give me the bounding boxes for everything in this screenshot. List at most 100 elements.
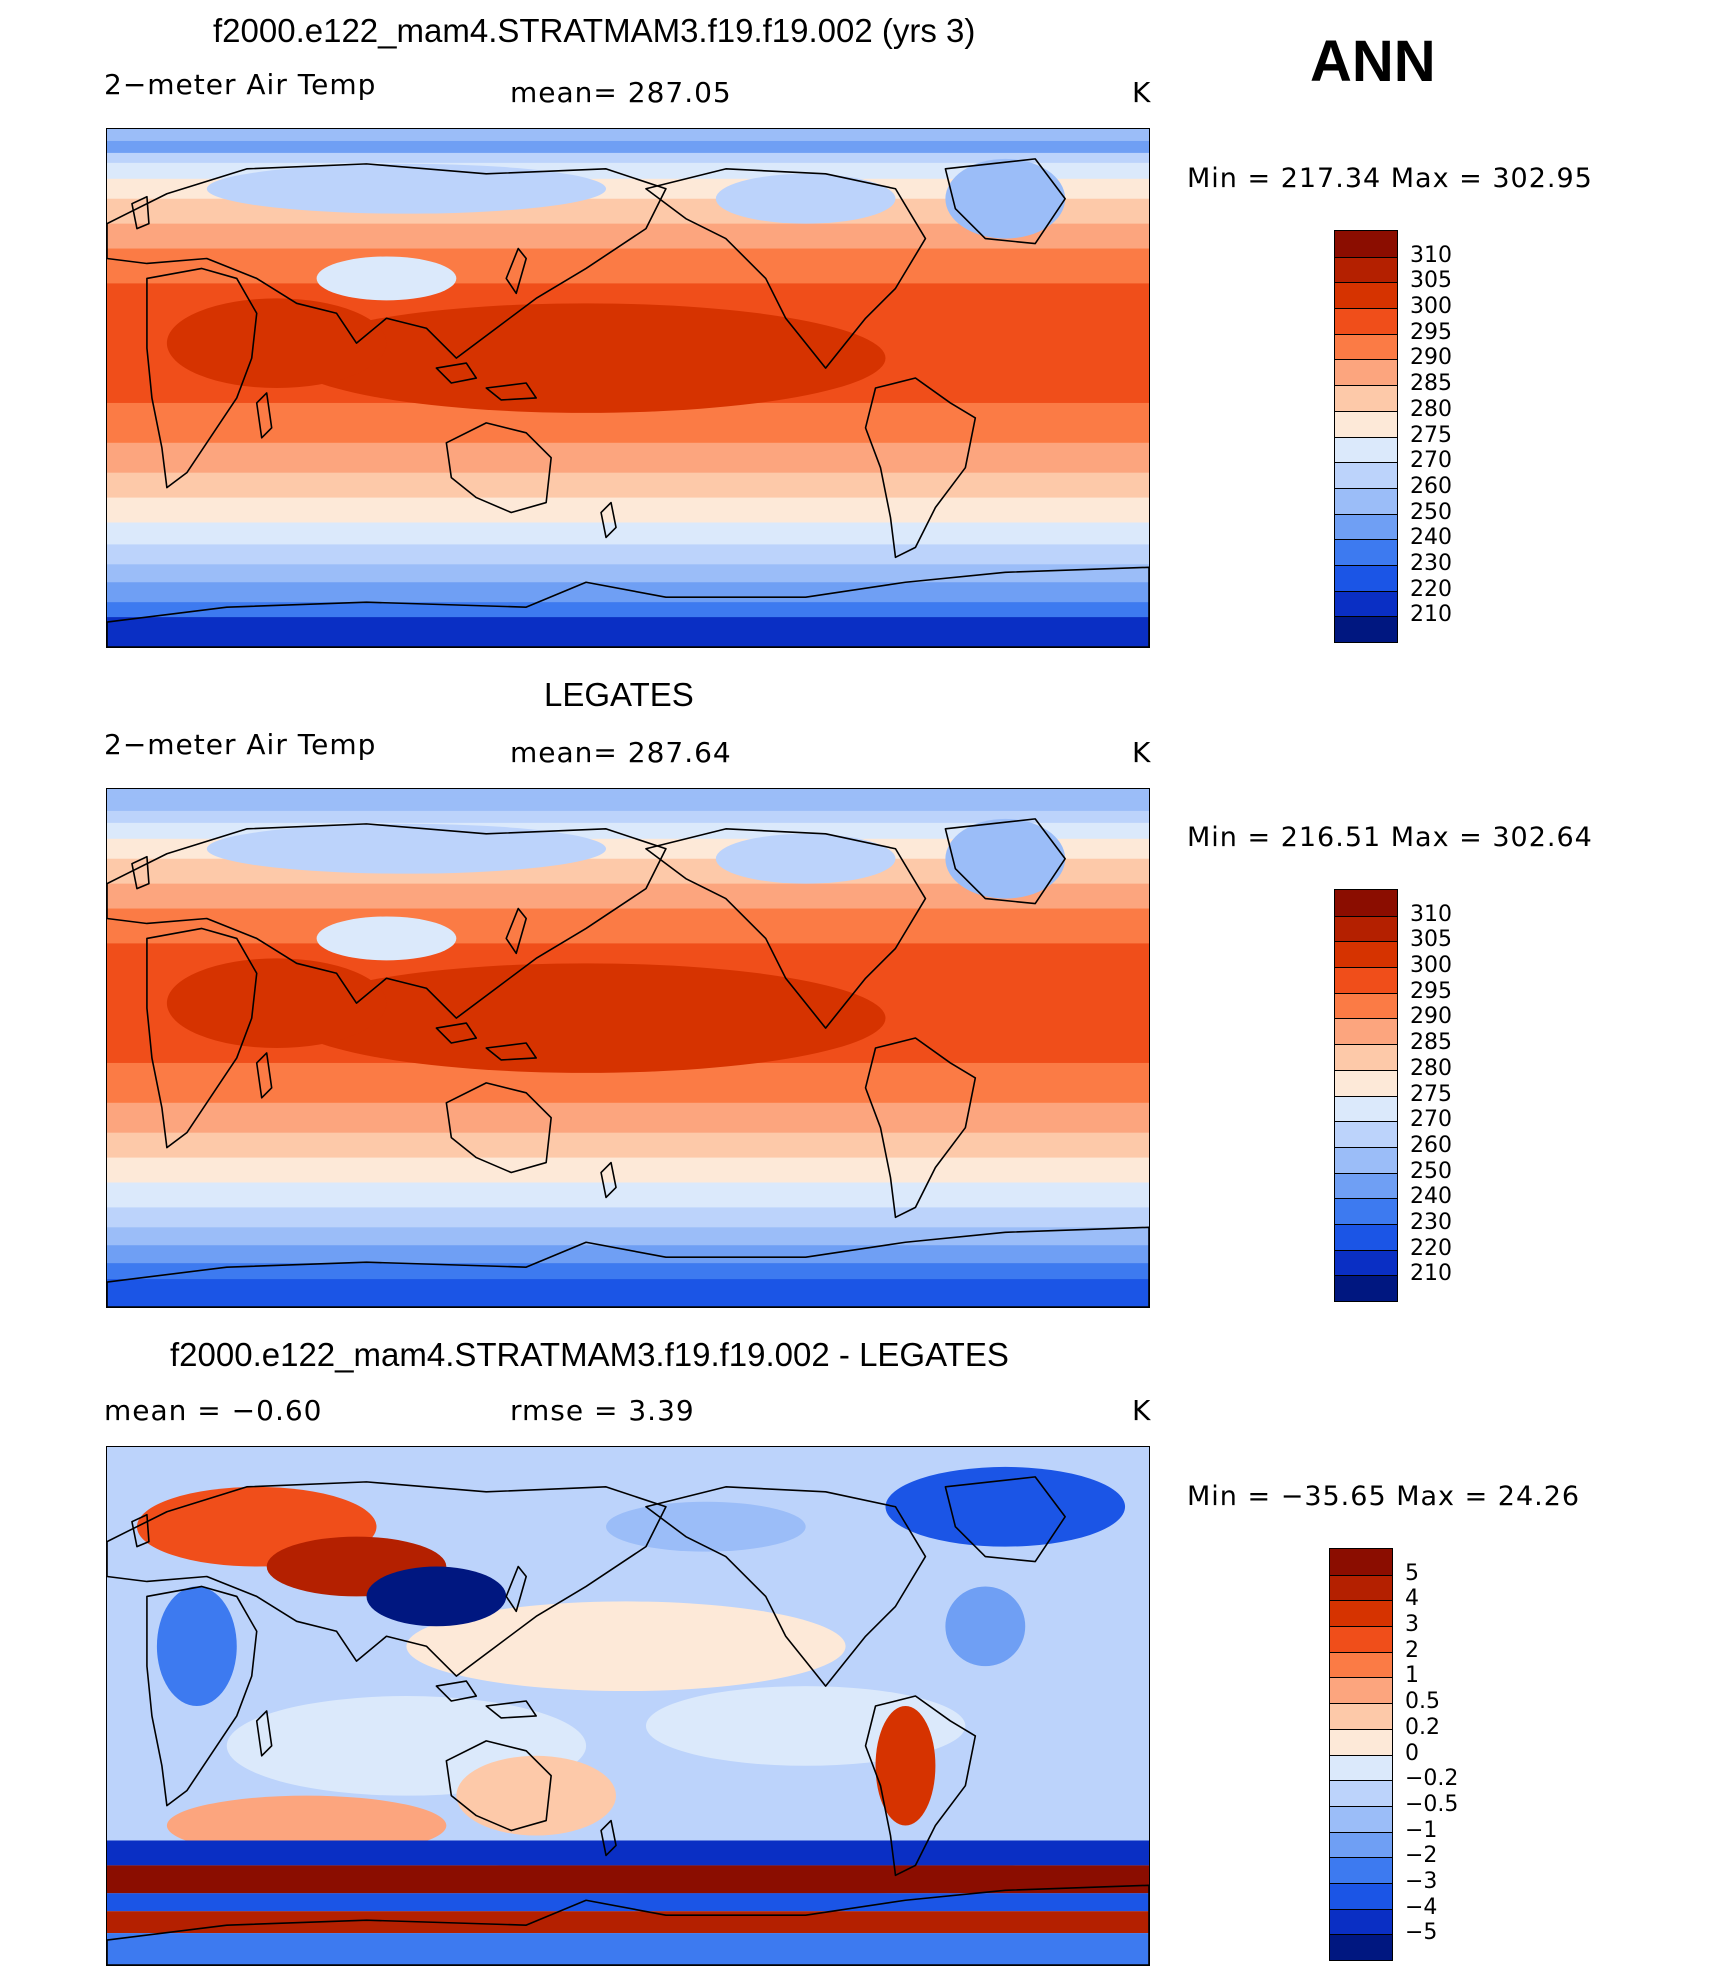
colorbar-swatch (1335, 1275, 1397, 1301)
coastline (600, 1161, 617, 1199)
panel-2-variable-label: 2−meter Air Temp (104, 728, 377, 761)
colorbar-swatch (1335, 590, 1397, 617)
coastline (435, 1680, 478, 1702)
colorbar-swatch (1335, 1121, 1397, 1147)
coastline (505, 1565, 527, 1613)
panel-1-colorbar (1334, 230, 1398, 643)
panel-2-map (106, 788, 1150, 1308)
colorbar-tick-label: 0.2 (1405, 1714, 1440, 1740)
coastline (505, 907, 527, 955)
colorbar-swatch (1335, 231, 1397, 257)
colorbar-tick-label: 290 (1410, 345, 1452, 371)
colorbar-swatch (1335, 1223, 1397, 1250)
colorbar-swatch (1335, 1095, 1397, 1122)
colorbar-tick-label: 220 (1410, 1235, 1452, 1261)
panel-2-units: K (1132, 736, 1152, 769)
colorbar-swatch (1335, 1249, 1397, 1276)
colorbar-tick-label: 4 (1405, 1586, 1419, 1612)
panel-2-title: LEGATES (544, 676, 694, 713)
colorbar-swatch (1330, 1574, 1392, 1601)
panel-1-map (106, 128, 1150, 648)
coastline (131, 195, 150, 230)
colorbar-swatch (1335, 410, 1397, 437)
coastline (445, 422, 552, 514)
colorbar-tick-label: −2 (1405, 1843, 1438, 1869)
coastline (255, 1710, 273, 1757)
colorbar-swatch (1330, 1780, 1392, 1806)
colorbar-tick-label: −5 (1405, 1920, 1438, 1946)
colorbar-tick-label: 230 (1410, 1209, 1452, 1235)
colorbar-tick-label: 240 (1410, 525, 1452, 551)
colorbar-swatch (1335, 256, 1397, 283)
colorbar-swatch (1335, 487, 1397, 514)
colorbar-tick-label: 295 (1410, 978, 1452, 1004)
coastline (146, 1585, 258, 1807)
colorbar-tick-label: 305 (1410, 927, 1452, 953)
colorbar-tick-label: 250 (1410, 1158, 1452, 1184)
colorbar-tick-label: 250 (1410, 499, 1452, 525)
panel-1-title: f2000.e122_mam4.STRATMAM3.f19.f19.002 (y… (213, 12, 976, 49)
coastline (107, 1481, 667, 1677)
panel-3-minmax: Min = −35.65 Max = 24.26 (1187, 1481, 1581, 1512)
colorbar-tick-label: −0.5 (1405, 1791, 1459, 1817)
colorbar-swatch (1330, 1805, 1392, 1832)
colorbar-tick-label: 0 (1405, 1740, 1419, 1766)
colorbar-swatch (1335, 915, 1397, 942)
colorbar-tick-label: 220 (1410, 576, 1452, 602)
colorbar-tick-label: 285 (1410, 371, 1452, 397)
panel-3-title: f2000.e122_mam4.STRATMAM3.f19.f19.002 - … (170, 1336, 1009, 1373)
colorbar-tick-label: 260 (1410, 1132, 1452, 1158)
colorbar-tick-label: 310 (1410, 901, 1452, 927)
colorbar-tick-label: 210 (1410, 1261, 1452, 1287)
colorbar-swatch (1335, 1172, 1397, 1199)
colorbar-swatch (1335, 462, 1397, 488)
coastline (864, 1695, 977, 1877)
panel-3-map (106, 1446, 1150, 1966)
colorbar-swatch (1335, 282, 1397, 309)
coastline (645, 1486, 927, 1687)
colorbar-swatch (1335, 1198, 1397, 1224)
season-label: ANN (1310, 29, 1436, 94)
coastline (255, 1052, 273, 1099)
coastline (944, 1476, 1066, 1563)
coastline (600, 1819, 617, 1857)
colorbar-tick-label: 1 (1405, 1663, 1419, 1689)
panel-3-rmse-label: rmse = 3.39 (510, 1394, 695, 1427)
colorbar-swatch (1330, 1882, 1392, 1909)
coastline (107, 566, 1149, 647)
coastline (107, 1884, 1149, 1965)
coastline (107, 823, 667, 1019)
coastline (505, 247, 527, 295)
panel-2-mean-label: mean= 287.64 (510, 736, 732, 769)
colorbar-swatch (1335, 1018, 1397, 1045)
coastline (485, 1700, 537, 1719)
coastline (255, 392, 273, 439)
colorbar-swatch (1335, 385, 1397, 411)
coastline (146, 927, 258, 1149)
coastline (445, 1740, 552, 1832)
colorbar-tick-label: 310 (1410, 242, 1452, 268)
colorbar-tick-label: −1 (1405, 1817, 1438, 1843)
colorbar-swatch (1330, 1703, 1392, 1729)
coastline (107, 1226, 1149, 1307)
colorbar-swatch (1330, 1754, 1392, 1781)
colorbar-tick-label: 240 (1410, 1184, 1452, 1210)
colorbar-tick-label: 3 (1405, 1612, 1419, 1638)
coastline (445, 1082, 552, 1174)
colorbar-tick-label: 280 (1410, 396, 1452, 422)
panel-2-minmax: Min = 216.51 Max = 302.64 (1187, 822, 1593, 853)
colorbar-tick-label: −0.2 (1405, 1766, 1459, 1792)
coastline (645, 828, 927, 1029)
colorbar-swatch (1335, 333, 1397, 360)
colorbar-swatch (1335, 539, 1397, 565)
coastline (131, 855, 150, 890)
colorbar-swatch (1330, 1626, 1392, 1652)
colorbar-tick-label: 290 (1410, 1004, 1452, 1030)
coastline (600, 501, 617, 539)
coastline (944, 158, 1066, 245)
colorbar-swatch (1335, 616, 1397, 642)
colorbar-tick-label: 0.5 (1405, 1689, 1440, 1715)
colorbar-swatch (1335, 513, 1397, 540)
panel-1-mean-label: mean= 287.05 (510, 76, 732, 109)
colorbar-swatch (1335, 992, 1397, 1019)
